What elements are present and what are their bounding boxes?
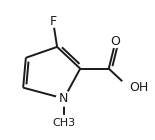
Text: O: O	[111, 35, 120, 48]
Circle shape	[109, 35, 122, 48]
Text: OH: OH	[129, 81, 148, 94]
Circle shape	[47, 15, 59, 27]
Circle shape	[120, 79, 138, 96]
Circle shape	[56, 116, 71, 130]
Text: N: N	[59, 92, 69, 105]
Text: CH3: CH3	[52, 118, 75, 128]
Circle shape	[56, 91, 71, 106]
Text: F: F	[49, 15, 57, 28]
